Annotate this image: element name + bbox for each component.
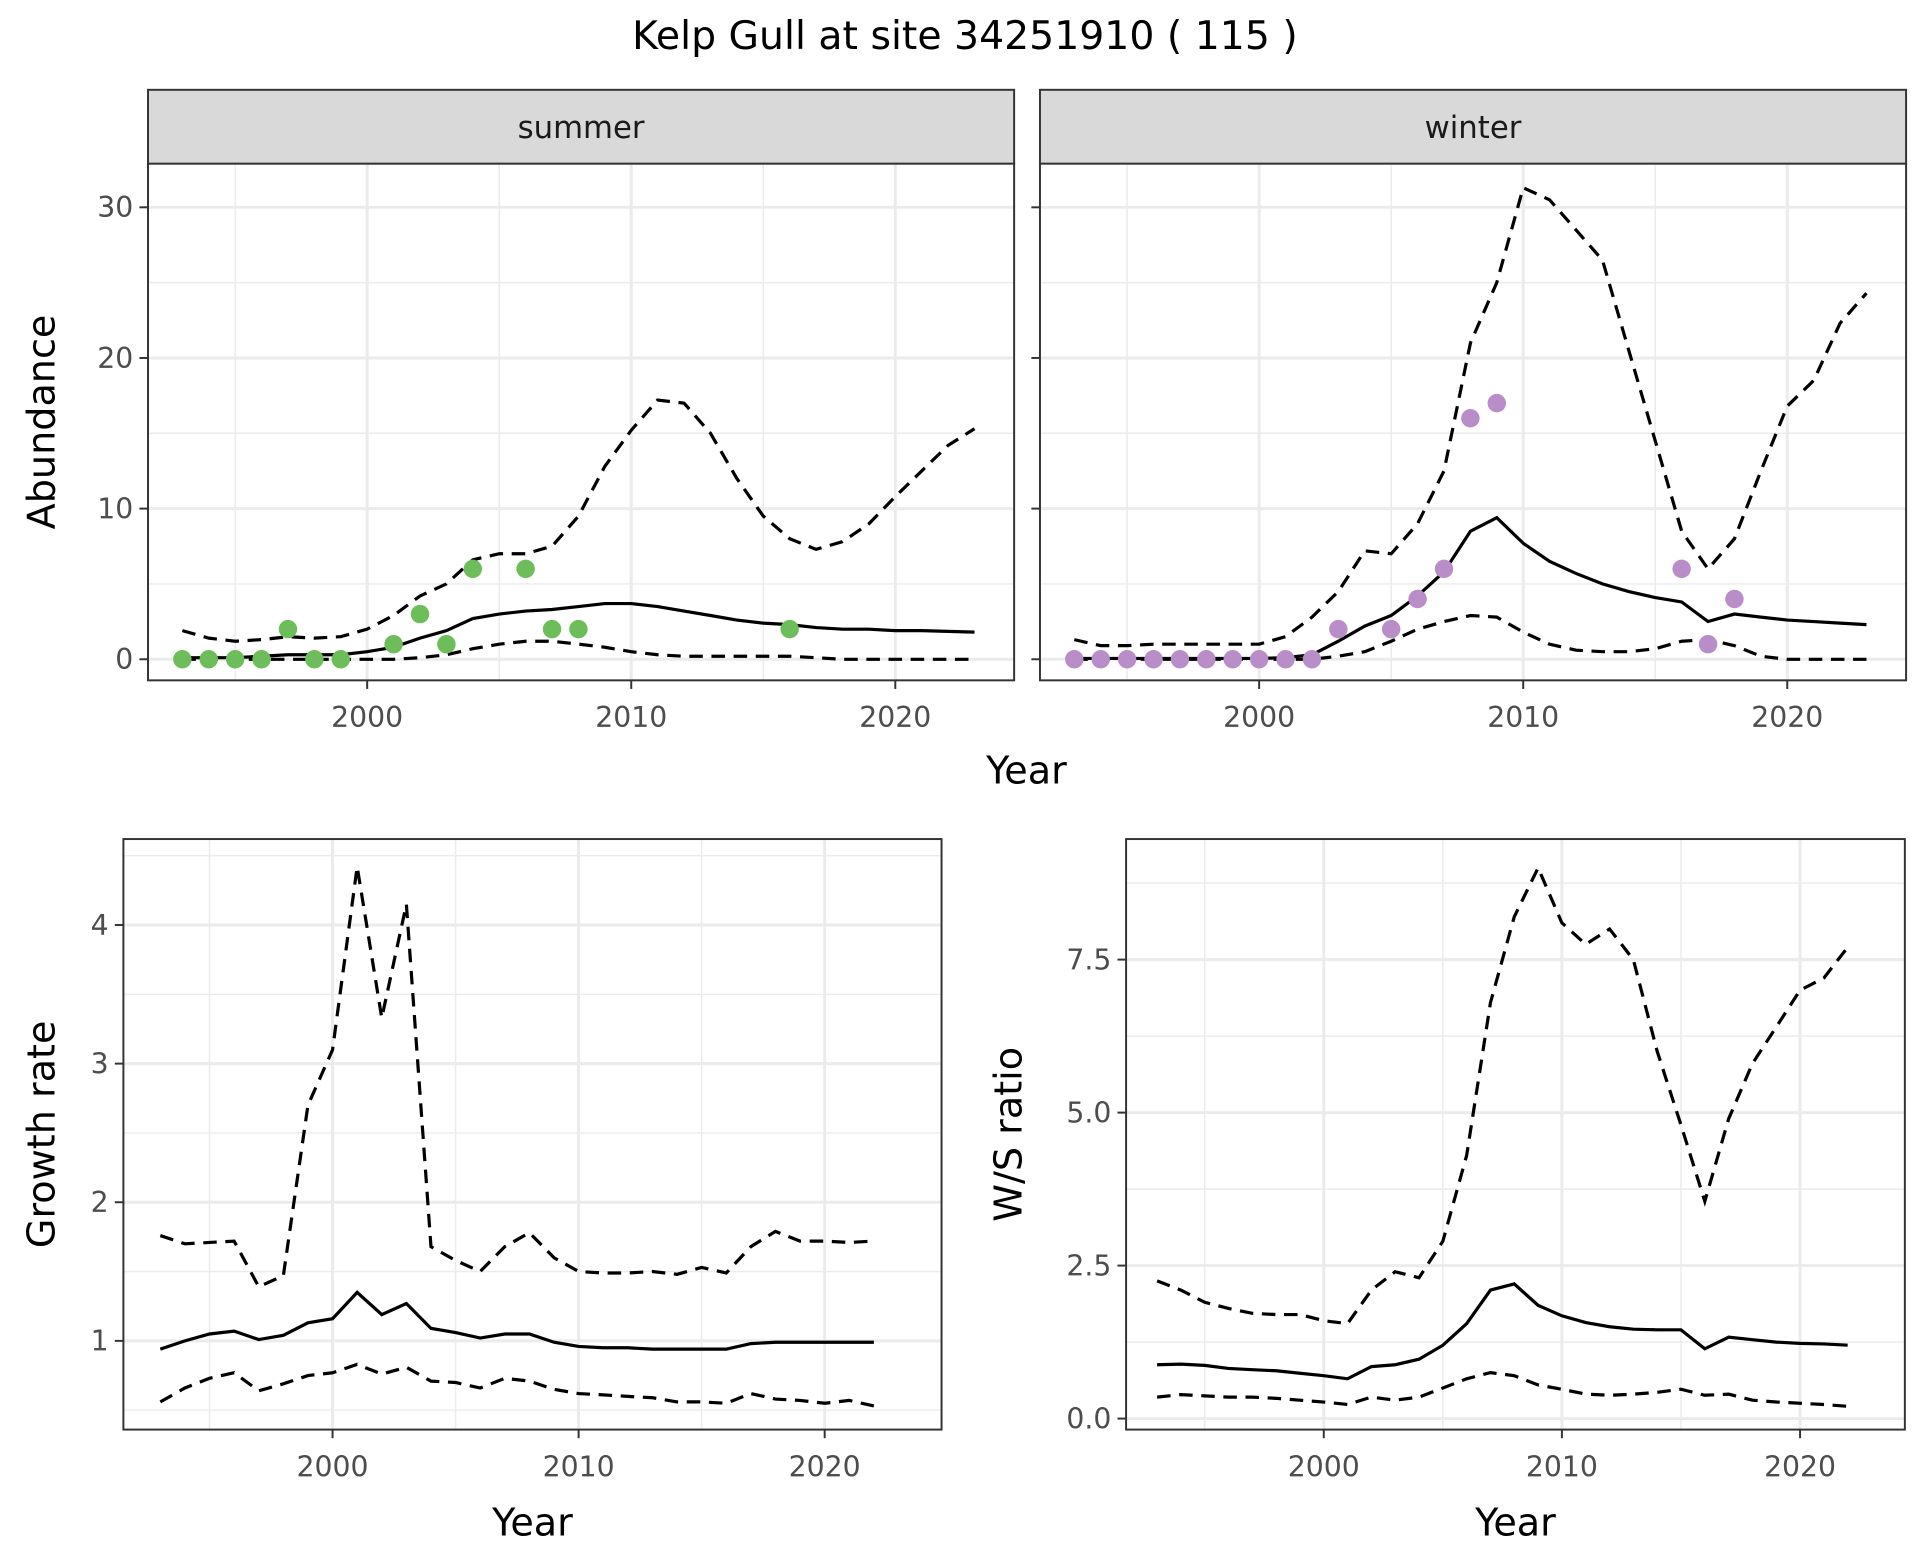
- observed-point: [1434, 559, 1454, 579]
- x-axis-label: Year: [1474, 1500, 1556, 1544]
- observed-point: [1672, 559, 1691, 579]
- observed-point: [1144, 650, 1163, 669]
- y-tick-label: 7.5: [1066, 943, 1111, 976]
- y-tick-label: 2: [91, 1186, 109, 1219]
- y-tick-label: 0: [115, 643, 133, 676]
- y-axis-label: W/S ratio: [987, 1047, 1031, 1222]
- plot-background: [148, 163, 1015, 681]
- panel-ws_ratio: 2000 2010 2020 0.0 2.5 5.0 7.5 Year W/S ratio: [987, 838, 1906, 1544]
- facet-strip-label: winter: [1425, 110, 1522, 146]
- y-tick-label: 20: [97, 342, 133, 375]
- mean-line: [159, 1290, 874, 1351]
- upper-bound-line: [159, 866, 874, 1289]
- observed-point: [1698, 634, 1718, 654]
- observed-point: [780, 619, 799, 639]
- x-tick-label: 2010: [1487, 701, 1559, 734]
- lower-bound-line: [159, 1362, 875, 1408]
- observed-point: [305, 650, 324, 669]
- observed-point: [410, 604, 430, 624]
- x-tick-label: 2020: [789, 1450, 861, 1483]
- observed-point: [1408, 589, 1427, 609]
- observed-point: [1249, 650, 1269, 669]
- x-tick-label: 2020: [1764, 1450, 1836, 1483]
- observed-point: [1223, 650, 1242, 669]
- upper-bound-line: [1073, 185, 1868, 648]
- y-tick-label: 5.0: [1066, 1096, 1111, 1129]
- panel-winter: winter 2000 2010 2020: [1031, 88, 1908, 734]
- x-tick-label: 2020: [859, 701, 931, 734]
- y-tick-label: 0.0: [1066, 1402, 1111, 1435]
- upper-bound-line: [1156, 864, 1849, 1326]
- x-tick-label: 2000: [1223, 701, 1295, 734]
- observed-point: [199, 650, 218, 669]
- observed-point: [542, 619, 562, 639]
- x-tick-label: 2000: [297, 1450, 369, 1483]
- y-tick-label: 10: [97, 492, 133, 525]
- observed-point: [1461, 408, 1480, 428]
- observed-point: [1487, 393, 1507, 413]
- observed-point: [173, 650, 192, 669]
- observed-point: [1329, 619, 1348, 639]
- plot-background: [123, 839, 942, 1430]
- observed-point: [384, 634, 403, 654]
- x-tick-label: 2000: [331, 701, 403, 734]
- observed-point: [1381, 619, 1401, 639]
- y-tick-label: 2.5: [1066, 1249, 1111, 1282]
- observed-point: [1065, 650, 1084, 669]
- panel-growth: 2000 2010 2020 1 2 3 4 Year Growth rate: [20, 838, 943, 1544]
- x-tick-label: 2010: [1526, 1450, 1598, 1483]
- observed-point: [278, 619, 298, 639]
- x-tick-label: 2010: [595, 701, 667, 734]
- observed-point: [437, 634, 456, 654]
- observed-point: [1302, 650, 1322, 669]
- lower-bound-line: [1074, 613, 1867, 661]
- observed-point: [1725, 589, 1744, 609]
- x-tick-label: 2010: [543, 1450, 615, 1483]
- x-tick-label: 2000: [1288, 1450, 1360, 1483]
- facet-strip-label: summer: [518, 110, 645, 146]
- x-axis-label: Year: [985, 749, 1067, 793]
- observed-point: [331, 650, 351, 669]
- upper-bound-line: [181, 398, 976, 643]
- x-axis-label: Year: [491, 1500, 573, 1544]
- y-tick-label: 1: [91, 1325, 109, 1358]
- y-tick-label: 3: [91, 1047, 109, 1080]
- figure-title: Kelp Gull at site 34251910 ( 115 ): [632, 13, 1298, 59]
- facet-strip: [1038, 88, 1908, 165]
- observed-point: [1117, 650, 1137, 669]
- observed-point: [1197, 650, 1216, 669]
- y-axis-label: Growth rate: [20, 1021, 64, 1249]
- observed-point: [1276, 650, 1295, 669]
- y-tick-label: 30: [97, 191, 133, 224]
- observed-point: [569, 619, 588, 639]
- observed-point: [1170, 650, 1190, 669]
- panel-border: [1125, 838, 1906, 1431]
- lower-bound-line: [1156, 1371, 1848, 1408]
- facet-strip: [147, 88, 1016, 165]
- observed-point: [225, 650, 245, 669]
- y-axis-label: Abundance: [20, 315, 64, 530]
- panel-summer: summer 2000 2010 2020 0 10 20 30 Abundance: [20, 88, 1016, 734]
- mean-line: [1157, 1282, 1848, 1381]
- y-tick-label: 4: [91, 909, 109, 942]
- observed-point: [252, 650, 271, 669]
- panel-border: [122, 838, 943, 1431]
- x-tick-label: 2020: [1751, 701, 1823, 734]
- observed-point: [1091, 650, 1110, 669]
- observed-point: [516, 559, 535, 579]
- plot-background: [1126, 839, 1905, 1430]
- observed-point: [463, 559, 483, 579]
